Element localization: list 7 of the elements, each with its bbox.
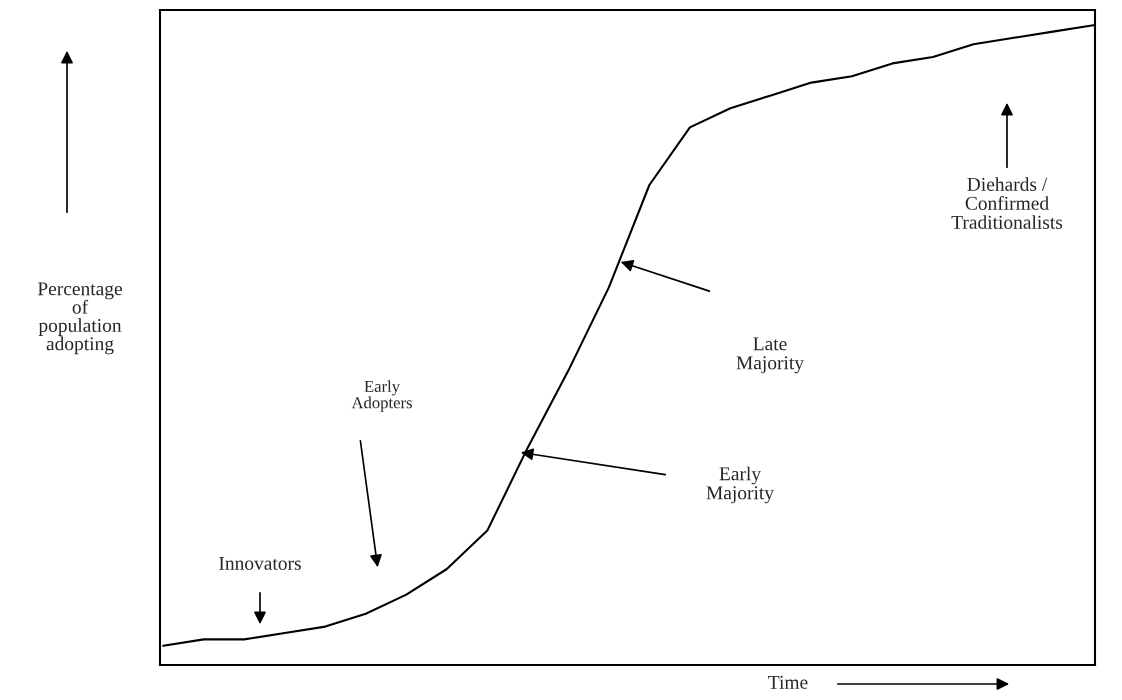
annotation: Early Adopters	[351, 380, 412, 412]
annotation: Late Majority	[736, 337, 804, 374]
x-axis-title: Time	[768, 675, 808, 689]
annotation: Diehards / Confirmed Traditionalists	[951, 177, 1063, 229]
y-axis-title: Percentage of population adopting	[37, 282, 122, 355]
annotation: Early Majority	[706, 466, 774, 504]
annotation: Innovators	[219, 556, 301, 570]
